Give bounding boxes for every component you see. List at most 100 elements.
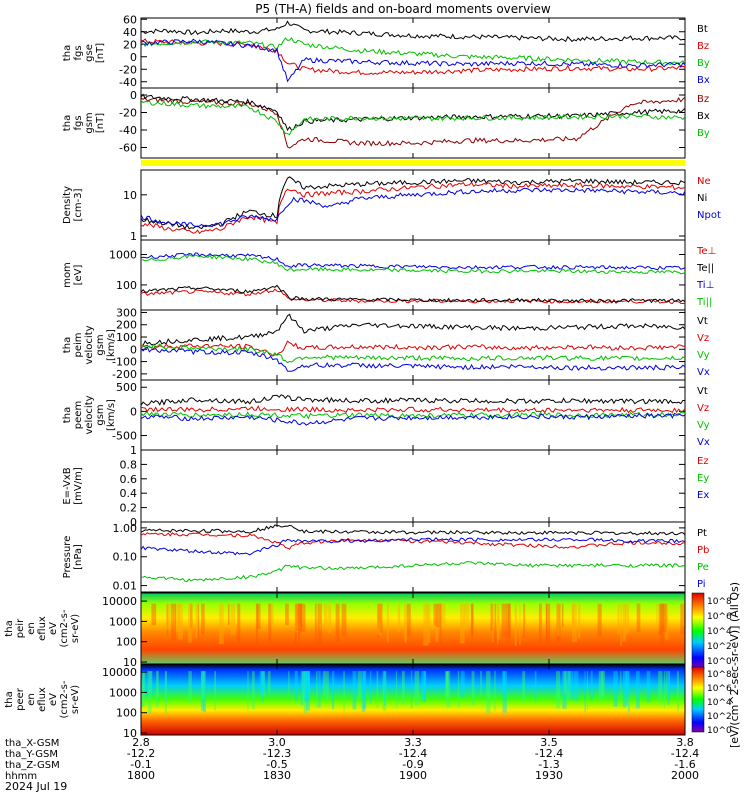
legend-Vz: Vz bbox=[697, 333, 709, 344]
spectrogram-strip bbox=[156, 671, 159, 708]
spectrogram-strip bbox=[508, 603, 510, 644]
ephemeris-value: 1830 bbox=[263, 769, 291, 782]
spectrogram-strip bbox=[298, 603, 301, 629]
legend-Vx: Vx bbox=[697, 367, 710, 378]
y-tick-label: 100 bbox=[116, 279, 137, 292]
spectrogram-strip bbox=[625, 671, 628, 706]
y-axis-label: eV bbox=[48, 622, 59, 635]
spectrogram-strip bbox=[188, 671, 192, 703]
y-axis-label: tha bbox=[4, 691, 15, 707]
spectrogram-strip bbox=[318, 671, 321, 708]
spectrogram-strip bbox=[446, 671, 449, 700]
ephemeris-value: -0.9 bbox=[402, 758, 423, 771]
spectrogram-strip bbox=[376, 671, 379, 709]
date-label: 2024 Jul 19 bbox=[5, 780, 67, 793]
spectrogram-strip bbox=[460, 603, 465, 644]
spectrogram-strip bbox=[305, 671, 310, 701]
series-fgs-gsm-By bbox=[140, 100, 686, 136]
spectrogram-strip bbox=[625, 603, 629, 634]
spectrogram-strip bbox=[470, 603, 474, 636]
spectrogram-strip bbox=[195, 603, 198, 638]
ephemeris-name: tha_Y-GSM bbox=[5, 749, 58, 760]
y-tick-label: 1 bbox=[130, 444, 137, 457]
spectrogram-strip bbox=[200, 671, 205, 711]
spectrogram-strip bbox=[622, 603, 626, 642]
series-density-Ni bbox=[140, 176, 686, 230]
y-tick-label: 300 bbox=[116, 306, 137, 319]
y-tick-label: 500 bbox=[116, 381, 137, 394]
y-axis-label: fgs bbox=[73, 45, 84, 60]
spectrogram-strip bbox=[534, 671, 537, 702]
spectrogram-strip bbox=[297, 603, 299, 642]
y-tick-label: 100 bbox=[116, 707, 137, 720]
spectrogram-strip bbox=[247, 671, 249, 712]
spectrogram-strip bbox=[165, 603, 171, 630]
y-tick-label: 0.4 bbox=[120, 487, 138, 500]
y-axis-label: [km/s] bbox=[106, 399, 117, 431]
ephemeris-value: -12.3 bbox=[263, 747, 291, 760]
y-axis-label: E=-VxB bbox=[62, 467, 73, 504]
ephemeris-name: tha_X-GSM bbox=[5, 738, 59, 749]
spectrogram-strip bbox=[523, 603, 526, 638]
spectrogram-strip bbox=[382, 671, 387, 711]
series-temperature-Te⊥ bbox=[140, 288, 686, 305]
ephemeris-value: -12.4 bbox=[535, 747, 563, 760]
ephemeris-value: -12.2 bbox=[127, 747, 155, 760]
y-axis-label: tha bbox=[62, 115, 73, 131]
spectrogram-strip bbox=[190, 603, 193, 629]
series-density-Ne bbox=[140, 181, 686, 235]
ephemeris-value: 1800 bbox=[127, 769, 155, 782]
ephemeris-value: 3.0 bbox=[268, 736, 286, 749]
yellow-status-bar bbox=[141, 160, 685, 166]
y-axis-label: mom bbox=[62, 262, 73, 288]
spectrogram-strip bbox=[646, 671, 651, 703]
spectrogram-strip bbox=[636, 603, 641, 632]
spectrogram-strip bbox=[519, 603, 521, 646]
y-tick-label: -200 bbox=[112, 368, 137, 381]
colorbar-label: [eV/(cm^2-sec-sr-eV)] (All Qs) bbox=[728, 582, 741, 748]
series-pressure-Pe bbox=[140, 560, 686, 583]
ephemeris-value: 2.8 bbox=[132, 736, 150, 749]
legend-By: By bbox=[697, 128, 710, 139]
y-tick-label: 0.6 bbox=[120, 473, 138, 486]
spectrogram-strip bbox=[335, 603, 340, 643]
spectrogram-strip bbox=[218, 603, 224, 645]
spectrogram-strip bbox=[268, 603, 272, 643]
spectrogram-strip bbox=[421, 671, 427, 703]
spectrogram-strip bbox=[494, 671, 496, 711]
spectrogram-strip bbox=[457, 671, 460, 708]
ephemeris-value: -12.4 bbox=[671, 747, 699, 760]
y-axis-label: [nPa] bbox=[73, 544, 84, 570]
spectrogram-strip bbox=[563, 671, 567, 695]
spectrogram-strip bbox=[514, 603, 517, 646]
y-axis-label: peer bbox=[15, 687, 26, 711]
y-axis-label: tha bbox=[62, 407, 73, 423]
y-tick-label: 10 bbox=[123, 656, 137, 669]
y-tick-label: 10000 bbox=[102, 666, 137, 679]
legend-Bx: Bx bbox=[697, 111, 710, 122]
spectrogram-strip bbox=[301, 671, 305, 705]
spectrogram-strip bbox=[300, 603, 306, 632]
legend-Te||: Te|| bbox=[696, 263, 714, 274]
series-peem-Vz bbox=[140, 405, 686, 414]
spectrogram-strip bbox=[617, 603, 620, 635]
spectrogram-fill bbox=[141, 664, 685, 735]
series-peem-Vx bbox=[140, 412, 686, 426]
series-fgs-Bt bbox=[140, 20, 686, 43]
y-axis-label: gsm bbox=[95, 334, 106, 355]
legend-Ne: Ne bbox=[697, 176, 711, 187]
spectrogram-strip bbox=[584, 671, 586, 713]
y-tick-label: 20 bbox=[123, 38, 137, 51]
y-axis-label: fgs bbox=[73, 115, 84, 130]
y-tick-label: -60 bbox=[119, 142, 137, 155]
legend-Vy: Vy bbox=[697, 420, 710, 431]
spectrogram-strip bbox=[480, 671, 482, 696]
panel-peem: 500 0 -500 tha peem velocity gsm [km/s] Vt Vz Vy Vx bbox=[62, 379, 710, 451]
spectrogram-strip bbox=[319, 603, 322, 630]
y-axis-label: sr-eV) bbox=[70, 614, 81, 643]
spectrogram-strip bbox=[201, 603, 205, 634]
spectrogram-strip bbox=[497, 603, 500, 640]
panel-frame bbox=[140, 449, 686, 523]
legend-Te⊥: Te⊥ bbox=[696, 246, 716, 257]
